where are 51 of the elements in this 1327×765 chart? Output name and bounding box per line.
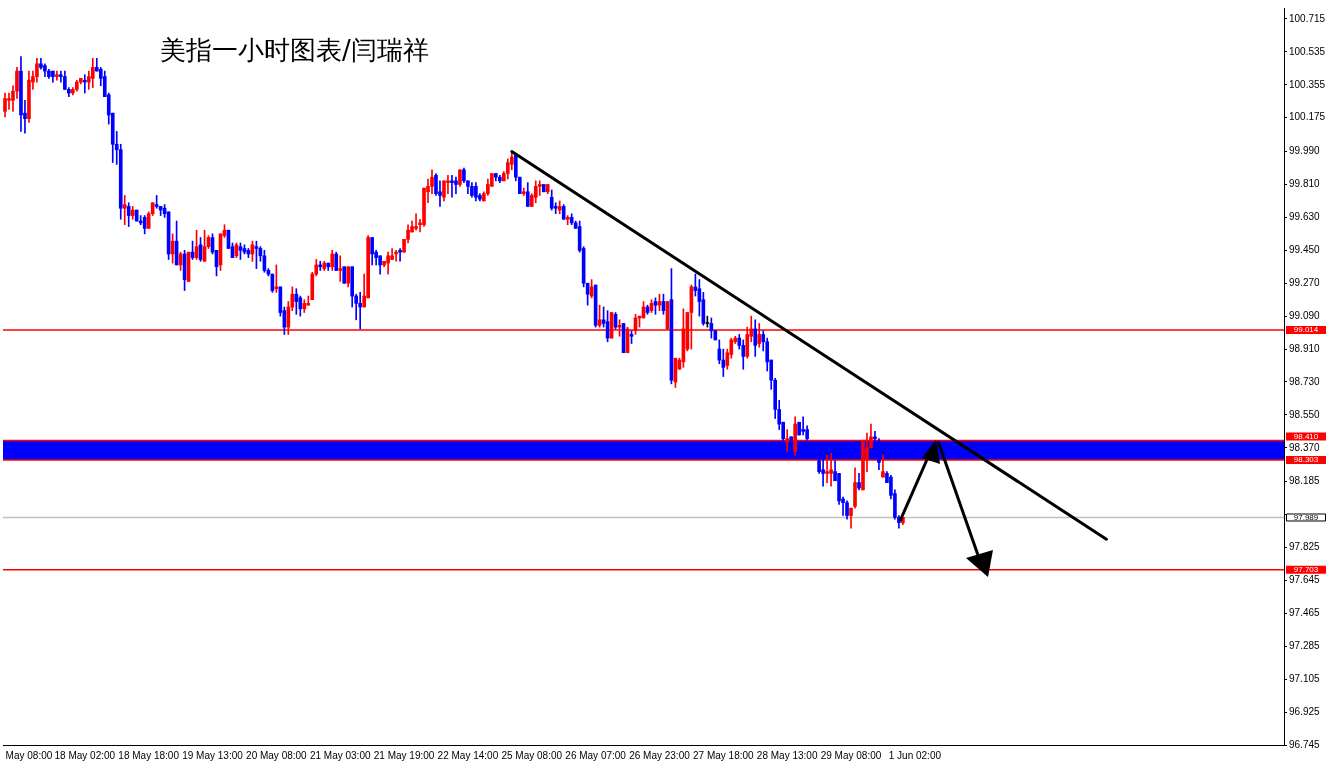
ref-line-label: 97.703 xyxy=(1293,565,1319,575)
ref-line-label: 97.989 xyxy=(1293,512,1319,522)
x-tick-label: 29 May 08:00 xyxy=(820,749,882,761)
y-tick-label: 99.270 xyxy=(1289,276,1321,288)
text: 美指一小时图表/闫瑞祥 xyxy=(160,34,429,67)
candlestick xyxy=(338,255,343,282)
x-tick-label: May 08:00 xyxy=(5,749,53,761)
y-tick-label: 98.730 xyxy=(1289,375,1321,387)
candlestick xyxy=(450,175,454,198)
x-tick-label: 18 May 18:00 xyxy=(118,749,180,761)
x-tick-label: 27 May 18:00 xyxy=(693,749,755,761)
candlestick xyxy=(122,195,127,226)
y-tick-label: 97.105 xyxy=(1289,672,1321,684)
y-tick-label: 96.925 xyxy=(1289,705,1321,717)
ref-line-label: 98.303 xyxy=(1293,455,1319,465)
y-tick-label: 96.745 xyxy=(1289,738,1321,750)
y-tick-label: 98.910 xyxy=(1289,342,1321,354)
y-tick-label: 99.450 xyxy=(1289,244,1321,256)
y-tick-label: 97.285 xyxy=(1289,640,1321,651)
x-tick-label: 1 Jun 02:00 xyxy=(888,749,942,761)
y-tick-label: 97.645 xyxy=(1289,574,1321,586)
y-tick-label: 100.535 xyxy=(1289,45,1326,57)
y-tick-label: 99.090 xyxy=(1289,309,1321,321)
x-tick-label: 18 May 02:00 xyxy=(54,749,116,761)
y-tick-label: 100.355 xyxy=(1289,78,1326,90)
candlestick xyxy=(446,175,450,194)
x-tick-label: 26 May 23:00 xyxy=(629,749,691,761)
candlestick xyxy=(358,292,362,330)
x-tick-label: 21 May 19:00 xyxy=(373,749,435,761)
x-tick-label: 20 May 08:00 xyxy=(246,749,308,761)
candlestick xyxy=(801,416,805,436)
ref-line-label: 99.014 xyxy=(1293,325,1319,335)
x-tick-label: 26 May 07:00 xyxy=(565,749,627,761)
y-tick-label: 99.630 xyxy=(1289,211,1321,223)
y-tick-label: 98.185 xyxy=(1289,475,1321,487)
ref-line-label: 98.410 xyxy=(1293,431,1319,441)
y-tick-label: 99.810 xyxy=(1289,178,1321,190)
y-tick-label: 97.825 xyxy=(1289,541,1321,553)
x-tick-label: 19 May 13:00 xyxy=(182,749,244,761)
x-tick-label: 21 May 03:00 xyxy=(309,749,371,761)
y-tick-label: 99.990 xyxy=(1289,145,1321,157)
y-tick-label: 100.715 xyxy=(1289,12,1326,24)
y-tick-label: 98.550 xyxy=(1289,408,1321,420)
y-tick-label: 97.465 xyxy=(1289,607,1321,619)
y-tick-label: 100.175 xyxy=(1289,111,1326,123)
x-tick-label: 22 May 14:00 xyxy=(437,749,499,761)
y-tick-label: 98.370 xyxy=(1289,441,1321,453)
candlestick xyxy=(414,213,418,231)
x-tick-label: 25 May 08:00 xyxy=(501,749,563,761)
x-tick-label: 28 May 13:00 xyxy=(756,749,818,761)
candlestick xyxy=(7,92,11,110)
